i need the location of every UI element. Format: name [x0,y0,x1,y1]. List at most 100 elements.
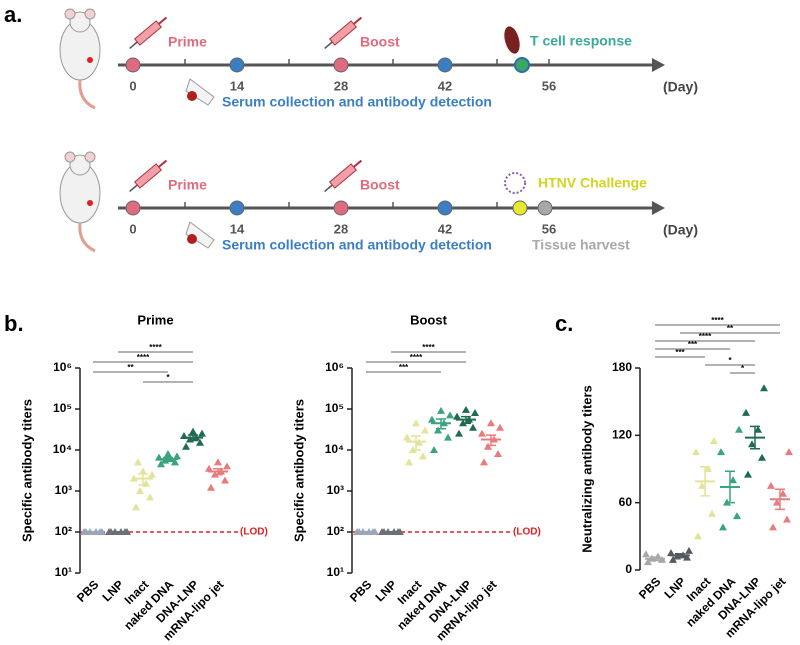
error-bar [411,435,421,451]
data-point [708,509,716,517]
x-tick-label: PBS [636,574,663,601]
virus-icon [504,172,526,194]
data-point [444,433,452,441]
data-point [480,458,488,466]
harvest-label: Tissue harvest [532,237,630,253]
timeline-point [229,200,245,216]
y-tick-label: 10⁶ [53,360,72,374]
y-tick-label: 10² [55,524,72,538]
x-tick-label: LNP [99,577,126,604]
significance-label: **** [699,332,712,341]
data-point [136,487,144,494]
data-point [462,405,470,413]
y-tick-label: 10⁵ [53,401,72,415]
y-tick-label: 180 [612,360,632,374]
panel-label: a. [4,2,22,27]
error-bar [700,466,710,497]
y-tick-label: 10⁴ [325,442,344,456]
syringe-body [133,20,163,46]
tube-icon [185,78,215,106]
error-bar [750,425,760,450]
timeline-point [512,200,528,216]
error-bar [725,470,735,504]
unit-label: (Day) [663,222,698,238]
timeline-point [125,57,141,73]
data-point [692,448,700,456]
y-tick-label: 10³ [327,483,344,497]
error-bar [775,488,785,511]
data-point [754,425,762,433]
data-point [478,429,486,437]
data-point [132,503,140,511]
tube-sample [187,91,197,101]
data-point [773,498,781,506]
syringe-needle [129,41,138,50]
y-axis-label: Specific antibody titers [291,399,306,542]
mouse-icon [59,151,101,253]
mouse-icon [59,8,101,110]
syringe-needle [324,41,333,50]
error-bar [213,467,223,476]
timeline-point [229,57,245,73]
note-label: Serum collection and antibody detection [222,237,492,253]
data-point [769,523,777,531]
significance-label: *** [675,348,685,357]
data-point [164,449,172,457]
data-point [437,406,445,414]
data-point [783,515,791,523]
panel-label: b. [4,311,24,336]
y-tick-label: 10² [327,524,344,538]
unit-label: (Day) [663,79,698,95]
day-label: 14 [230,221,245,236]
data-point [419,452,427,460]
spleen-icon [504,26,520,54]
data-point [421,426,429,434]
x-tick-label: LNP [372,577,399,604]
timeline-arrow [652,58,665,72]
event-label: Boost [360,34,400,50]
event-label: T cell response [530,33,632,49]
data-point [403,433,411,441]
significance-label: *** [688,340,698,349]
data-point [405,458,413,466]
data-point [733,512,741,520]
y-tick-label: 10⁴ [53,442,72,456]
data-point [469,423,477,431]
y-tick-label: 60 [619,495,633,509]
y-tick-label: 120 [612,428,632,442]
data-point [744,470,752,478]
syringe-icon [129,159,168,193]
data-point [760,384,768,392]
data-point [446,411,454,419]
y-tick-label: 10⁶ [325,360,344,374]
significance-label: ** [727,324,734,333]
significance-label: * [728,356,732,365]
data-point [139,467,147,475]
note-label: Serum collection and antibody detection [222,94,492,110]
error-bar [138,473,148,486]
data-point [644,558,652,566]
syringe-plunger [158,16,168,25]
day-label: 14 [230,78,245,93]
data-point [642,550,650,558]
error-bar [436,418,446,430]
event-label: HTNV Challenge [538,175,647,191]
day-label: 28 [334,78,348,93]
data-point [742,408,750,416]
data-point [669,555,677,563]
day-label: 0 [129,221,136,236]
syringe-plunger [353,159,363,168]
tube-sample [187,234,197,244]
data-point [157,460,165,468]
data-point [729,476,737,484]
data-point [767,481,775,489]
chart-title: Prime [137,312,173,327]
data-point [758,453,766,461]
day-label: 42 [438,78,452,93]
x-tick-label: PBS [74,577,101,604]
syringe-plunger [158,159,168,168]
data-point [748,440,756,448]
timeline-point [537,200,553,216]
error-bar [675,552,685,558]
syringe-icon [129,16,168,50]
